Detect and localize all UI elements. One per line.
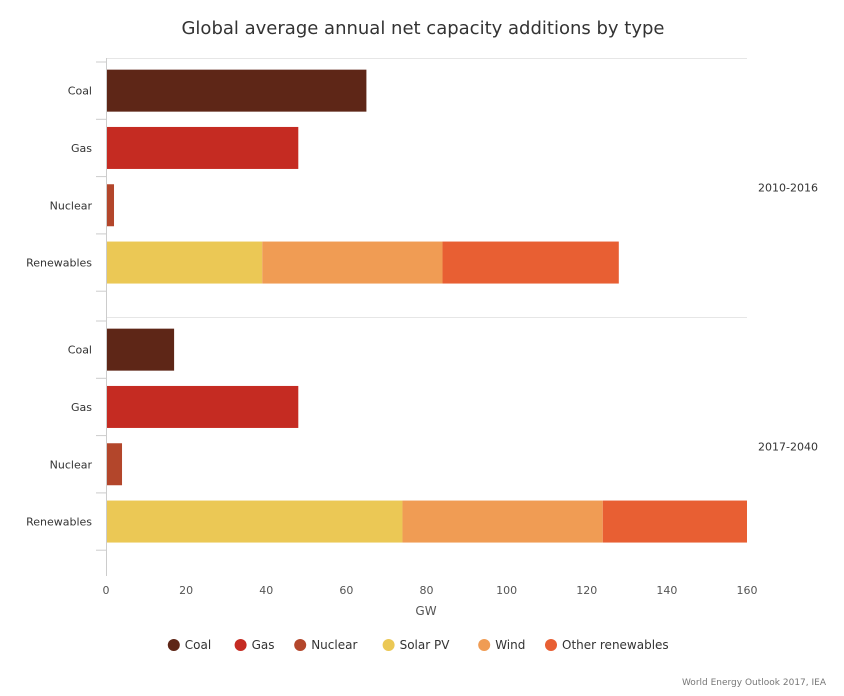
x-tick-label: 60 (339, 584, 353, 597)
legend-label: Solar PV (400, 638, 451, 652)
legend-marker (294, 639, 307, 651)
category-label: Coal (68, 85, 92, 98)
legend-marker (478, 639, 491, 651)
x-tick-label: 160 (737, 584, 758, 597)
legend-label: Other renewables (562, 638, 669, 652)
legend-marker (167, 639, 180, 651)
bar-segment (106, 241, 263, 284)
bar-segment (402, 500, 603, 543)
x-tick-label: 80 (420, 584, 434, 597)
bar-segment (106, 443, 123, 486)
legend-marker (234, 639, 247, 651)
category-label: Gas (71, 142, 92, 155)
legend-marker (382, 639, 395, 651)
legend-label: Gas (252, 638, 275, 652)
bar-segment (106, 184, 115, 227)
legend-marker (545, 639, 557, 651)
bar-segment (106, 69, 367, 112)
x-tick-label: 120 (576, 584, 597, 597)
x-tick-label: 0 (103, 584, 110, 597)
bar-segment (442, 241, 619, 284)
x-tick-label: 40 (259, 584, 273, 597)
bar-segment (106, 126, 299, 169)
plot-area: Coal Gas Nuclear Renewables 2010-2016 Coal Gas… (26, 58, 818, 597)
bar-segment (262, 241, 443, 284)
category-label: Nuclear (50, 458, 93, 471)
category-label: Coal (68, 344, 92, 357)
category-label: Renewables (26, 516, 92, 529)
category-label: Renewables (26, 257, 92, 270)
x-tick-label: 100 (496, 584, 517, 597)
category-label: Gas (71, 401, 92, 414)
bar-segment (106, 385, 299, 428)
category-label: Nuclear (50, 199, 93, 212)
legend-label: Coal (185, 638, 211, 652)
chart-title: Global average annual net capacity addit… (181, 18, 664, 39)
legend: Coal Gas Nuclear Solar PV Wind Other renewabl… (167, 638, 669, 652)
x-tick-label: 140 (656, 584, 677, 597)
legend-label: Nuclear (311, 638, 357, 652)
x-tick-label: 20 (179, 584, 193, 597)
legend-label: Wind (495, 638, 525, 652)
bar-segment (602, 500, 747, 543)
bar-segment (106, 500, 403, 543)
bar-segment (106, 328, 175, 371)
group-label: 2010-2016 (758, 182, 818, 195)
source-note: World Energy Outlook 2017, IEA (682, 678, 827, 688)
x-axis-title: GW (415, 604, 436, 618)
group-label: 2017-2040 (758, 441, 818, 454)
